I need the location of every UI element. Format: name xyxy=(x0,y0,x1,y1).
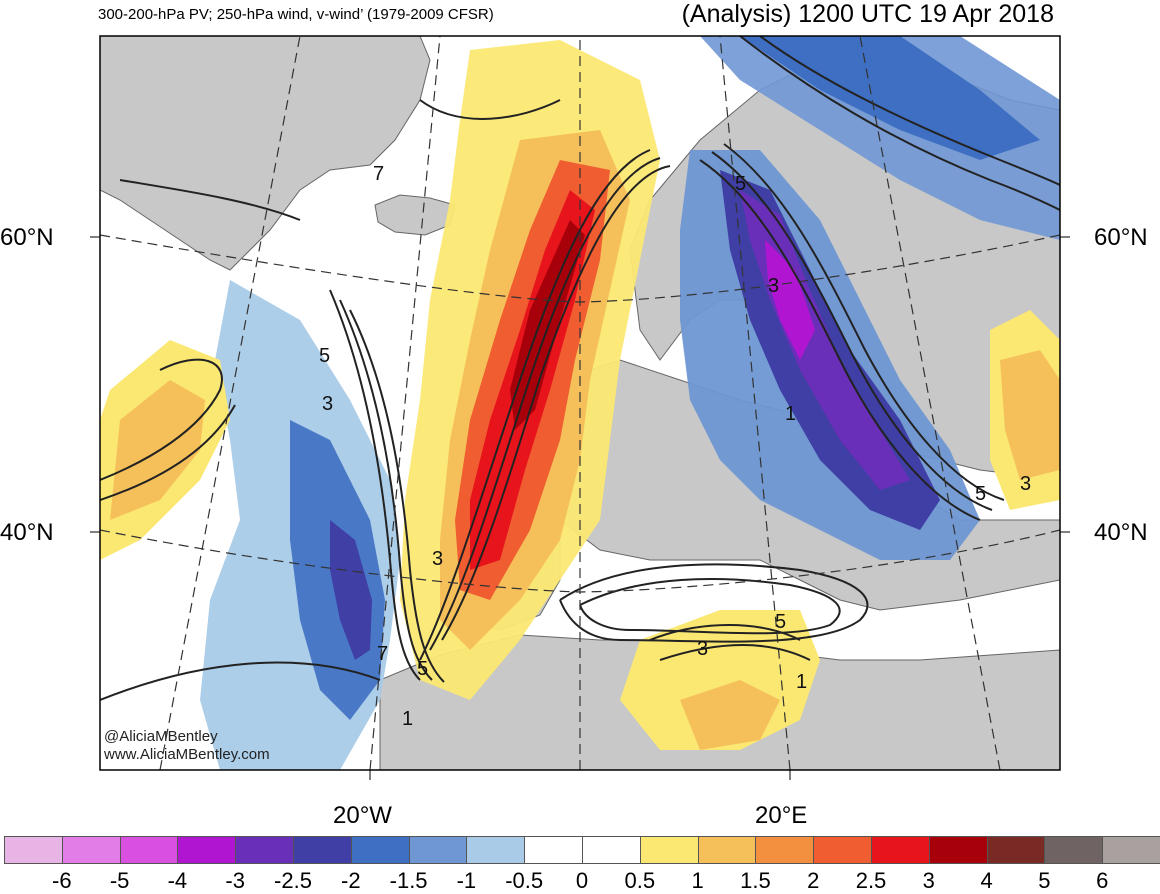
chart-title-left: 300-200-hPa PV; 250-hPa wind, v-wind’ (1… xyxy=(98,6,494,23)
colorbar-tick-label: -0.5 xyxy=(505,868,544,893)
contour-label: 1 xyxy=(785,403,796,425)
colorbar-tick-label: 0.5 xyxy=(624,868,656,893)
colorbar-tick-label: -2.5 xyxy=(274,868,312,893)
colorbar-tick-label: 3 xyxy=(922,868,935,893)
colorbar-swatch xyxy=(350,836,410,864)
contour-label: 1 xyxy=(402,708,413,730)
colorbar-swatch xyxy=(524,836,583,864)
contour-label: 1 xyxy=(796,671,807,693)
colorbar-tick-label: 1.5 xyxy=(740,868,771,893)
contour-label: 5 xyxy=(417,658,428,680)
colorbar-tick-label: -3 xyxy=(225,868,245,893)
colorbar-tick-label: -4 xyxy=(167,868,188,893)
contour-label: 7 xyxy=(377,643,388,665)
colorbar-tick-label: 6 xyxy=(1096,868,1109,893)
colorbar-swatch xyxy=(639,836,699,864)
pv-contours xyxy=(100,36,1060,701)
colorbar-swatch xyxy=(119,836,179,864)
colorbar-swatch xyxy=(755,836,815,864)
pv-anomaly-positive-africa-core xyxy=(680,680,780,750)
contour-label: 5 xyxy=(319,345,330,367)
colorbar-swatch xyxy=(582,836,641,864)
axis-ticks xyxy=(90,236,1070,780)
contour-label: 5 xyxy=(775,611,786,633)
map-frame xyxy=(99,35,1061,771)
colorbar-tick-label: -2 xyxy=(341,868,361,893)
colorbar-swatch xyxy=(871,836,930,864)
colorbar: -6 -5 -4 -3 -2.5 -2 -1.5 -1 -0.5 0 0.5 1 1.5 2 2.5 3 4 5 6 xyxy=(0,836,1160,893)
contour-labels: 7 5 3 1 3 5 7 5 3 1 5 3 5 3 1 xyxy=(319,163,1031,730)
contour-label: 3 xyxy=(768,275,779,297)
colorbar-tick-label: 0 xyxy=(575,868,589,893)
colorbar-swatch xyxy=(177,836,237,864)
pv-anomaly-negative-atlantic-center xyxy=(330,520,372,660)
colorbar-swatch xyxy=(1044,836,1104,864)
lat-label-60n-right: 60°N xyxy=(1094,224,1148,251)
colorbar-tick-label: -1 xyxy=(456,868,477,893)
colorbar-tick-label: 5 xyxy=(1038,868,1051,893)
colorbar-swatch xyxy=(61,836,121,864)
colorbar-swatch xyxy=(986,836,1046,864)
colorbar-tick-label: 2.5 xyxy=(855,868,887,893)
pv-anomaly-negative-northeast-core xyxy=(740,36,1040,160)
colorbar-tick-label: 2 xyxy=(807,868,820,893)
contour-label: 3 xyxy=(1020,473,1031,495)
colorbar-swatch xyxy=(928,836,988,864)
pv-anomaly-negative-europe-min xyxy=(765,240,815,360)
contour-label: 3 xyxy=(697,638,708,660)
credit-website: www.AliciaMBentley.com xyxy=(104,746,270,763)
contour-label: 7 xyxy=(373,163,384,185)
colorbar-swatch xyxy=(4,836,63,864)
pv-anomaly-positive-west-core xyxy=(110,380,205,520)
contour-label: 3 xyxy=(432,548,443,570)
colorbar-swatch xyxy=(1102,836,1160,864)
pv-anomaly-positive-jet-5 xyxy=(510,220,585,430)
credit-handle: @AliciaMBentley xyxy=(104,728,218,745)
colorbar-swatch xyxy=(408,836,468,864)
lon-label-20e: 20°E xyxy=(755,802,808,829)
colorbar-swatch xyxy=(293,836,352,864)
pv-anomaly-positive-east-core xyxy=(1000,350,1060,480)
greenland-landmass xyxy=(100,36,431,271)
colorbar-swatch xyxy=(697,836,757,864)
colorbar-tick-label: -6 xyxy=(52,868,72,893)
colorbar-swatch xyxy=(235,836,294,864)
lon-label-20w: 20°W xyxy=(333,802,392,829)
colorbar-tick-label: 4 xyxy=(980,868,993,893)
graticule xyxy=(100,36,1060,770)
lat-label-40n-right: 40°N xyxy=(1094,519,1148,546)
colorbar-swatch xyxy=(466,836,526,864)
colorbar-swatch xyxy=(813,836,872,864)
colorbar-tick-label: 1 xyxy=(691,868,704,893)
colorbar-tick-label: -5 xyxy=(109,868,130,893)
lat-label-40n-left: 40°N xyxy=(0,519,54,546)
contour-label: 3 xyxy=(322,393,333,415)
colorbar-tick-label: -1.5 xyxy=(389,868,428,893)
chart-title-right: (Analysis) 1200 UTC 19 Apr 2018 xyxy=(681,0,1054,28)
contour-label: 5 xyxy=(735,173,746,195)
lat-label-60n-left: 60°N xyxy=(0,224,54,251)
contour-label: 5 xyxy=(975,483,986,505)
